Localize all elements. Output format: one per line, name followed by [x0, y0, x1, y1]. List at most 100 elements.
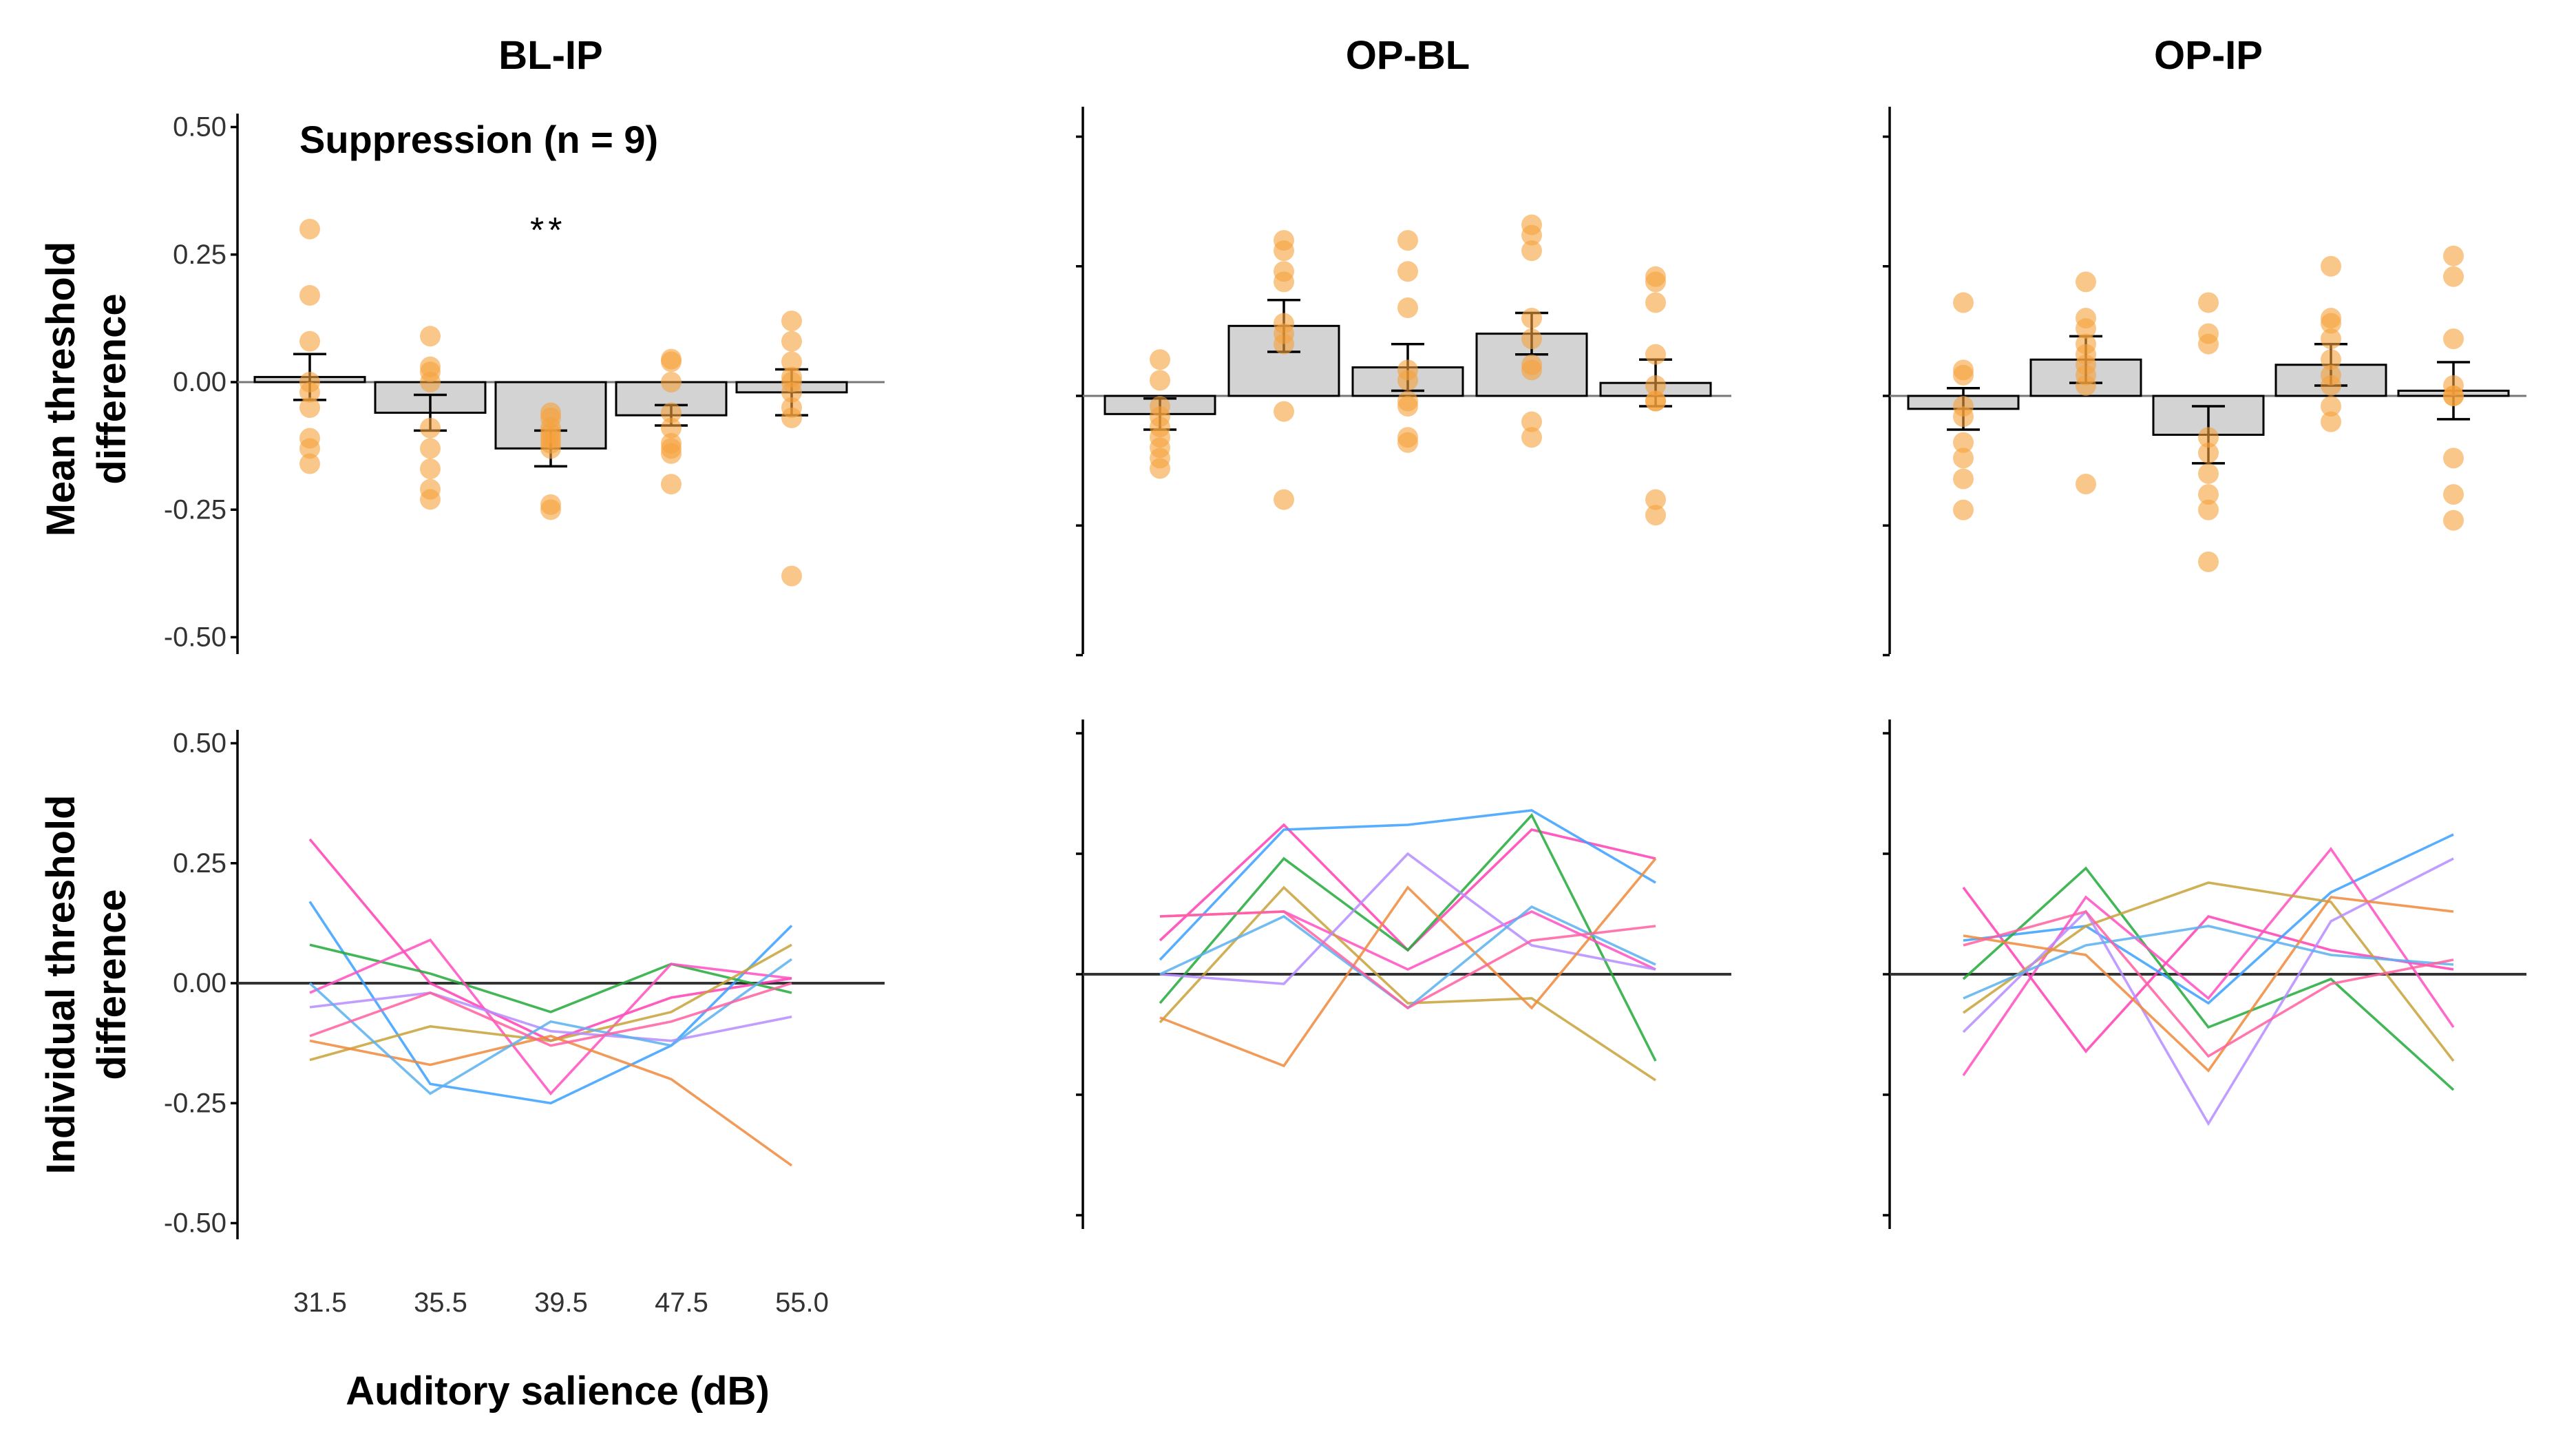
y-tick-label-top: 0.00: [173, 367, 226, 397]
data-point-op-bl-1-6: [1274, 333, 1294, 355]
data-point-op-ip-2-0: [2198, 292, 2219, 313]
y-tick-label-bottom: 0.50: [173, 728, 226, 759]
data-point-op-ip-4-0: [2443, 245, 2464, 266]
y-tick-label-top: -0.50: [164, 622, 226, 653]
y-tick-label-bottom: 0.25: [173, 848, 226, 879]
data-point-op-ip-2-7: [2198, 499, 2219, 521]
data-point-bl-ip-1-7: [420, 489, 441, 510]
data-point-op-bl-0-1: [1150, 370, 1170, 391]
individual-line-op-ip-2: [1962, 866, 2455, 1091]
data-point-bl-ip-0-5: [299, 397, 320, 419]
individual-line-op-ip-5: [1962, 857, 2454, 1126]
data-point-op-ip-4-6: [2443, 448, 2464, 469]
individual-line-op-bl-6: [1159, 857, 1657, 1068]
individual-line-bl-ip-6: [309, 1034, 793, 1167]
data-point-op-ip-0-4: [1953, 406, 1974, 428]
y-axis-label-top-line2: difference: [89, 293, 134, 484]
data-point-op-ip-3-6: [2321, 375, 2341, 396]
data-point-op-ip-2-4: [2198, 442, 2219, 463]
data-point-bl-ip-0-8: [299, 453, 320, 474]
data-point-op-ip-0-6: [1953, 448, 1974, 469]
data-point-op-ip-0-5: [1953, 432, 1974, 453]
data-point-op-bl-3-8: [1521, 427, 1542, 448]
data-point-bl-ip-3-4: [661, 417, 682, 439]
data-point-op-ip-1-8: [2076, 474, 2096, 495]
data-point-bl-ip-4-2: [781, 351, 802, 372]
data-point-bl-ip-3-2: [661, 372, 682, 392]
labels-layer: Suppression (n = 9) ** Mean threshold di…: [39, 118, 770, 1414]
x-tick-label: 47.5: [655, 1288, 708, 1318]
individual-line-op-ip-3: [1962, 847, 2455, 1077]
data-point-bl-ip-1-4: [420, 417, 441, 439]
individual-line-op-ip-7: [1963, 925, 2454, 1000]
data-point-op-ip-1-7: [2076, 375, 2096, 396]
data-point-bl-ip-0-2: [299, 330, 320, 352]
data-point-op-ip-4-5: [2443, 386, 2464, 406]
data-point-bl-ip-3-8: [661, 474, 682, 495]
y-tick-label-bottom: 0.00: [173, 968, 226, 998]
data-point-op-bl-3-1: [1521, 224, 1542, 246]
data-point-bl-ip-1-5: [420, 458, 441, 479]
data-point-op-ip-3-8: [2321, 411, 2341, 432]
data-point-bl-ip-4-5: [781, 381, 802, 403]
individual-line-op-bl-8: [1159, 910, 1656, 1010]
data-point-bl-ip-1-0: [420, 326, 441, 347]
data-point-bl-ip-1-3: [420, 372, 441, 392]
data-point-op-ip-2-6: [2198, 484, 2219, 505]
data-point-op-ip-1-2: [2076, 318, 2096, 339]
y-tick-label-bottom: -0.25: [164, 1088, 226, 1118]
data-point-op-bl-4-3: [1645, 344, 1666, 365]
y-axis-label-top-line1: Mean threshold: [39, 242, 83, 537]
data-point-op-ip-4-8: [2443, 509, 2464, 531]
individual-line-op-ip-1: [1963, 833, 2454, 1005]
y-tick-label-bottom: -0.50: [164, 1208, 226, 1239]
x-axis-label: Auditory salience (dB): [346, 1369, 770, 1414]
data-point-op-bl-3-7: [1521, 411, 1542, 432]
individual-line-bl-ip-2: [309, 943, 792, 1013]
data-point-bl-ip-3-7: [661, 443, 682, 464]
data-point-op-bl-0-0: [1150, 349, 1170, 370]
data-point-op-ip-2-3: [2198, 427, 2219, 448]
individual-line-op-ip-6: [1963, 896, 2454, 1073]
y-tick-label-top: 0.25: [173, 240, 226, 270]
data-point-op-ip-3-3: [2321, 328, 2341, 350]
data-point-bl-ip-4-8: [781, 565, 802, 587]
data-point-op-ip-3-2: [2321, 313, 2341, 334]
individual-line-op-ip-4: [1962, 881, 2455, 1062]
data-point-op-bl-1-3: [1274, 271, 1294, 293]
data-point-op-bl-2-6: [1397, 396, 1418, 417]
data-point-op-ip-0-8: [1953, 499, 1974, 521]
data-point-op-bl-3-2: [1521, 240, 1542, 262]
data-point-bl-ip-2-6: [540, 438, 561, 459]
individual-line-op-ip-8: [1963, 910, 2454, 1058]
data-point-op-ip-4-2: [2443, 328, 2464, 350]
data-point-op-bl-1-1: [1274, 240, 1294, 262]
data-point-bl-ip-3-3: [661, 402, 682, 423]
data-point-op-ip-0-0: [1953, 292, 1974, 313]
data-point-op-bl-3-6: [1521, 359, 1542, 381]
individual-line-bl-ip-1: [308, 901, 793, 1105]
data-point-op-bl-4-2: [1645, 292, 1666, 313]
x-tick-label: 31.5: [293, 1288, 347, 1318]
individual-line-bl-ip-8: [309, 982, 792, 1047]
individual-line-op-bl-5: [1159, 852, 1656, 985]
data-point-op-bl-4-6: [1645, 390, 1666, 412]
data-point-op-bl-1-7: [1274, 401, 1294, 422]
data-point-bl-ip-4-0: [781, 311, 802, 332]
data-point-op-ip-3-7: [2321, 396, 2341, 417]
y-axis-label-bottom-line1: Individual threshold: [39, 795, 83, 1174]
data-point-op-bl-2-2: [1397, 297, 1418, 318]
individual-line-op-bl-4: [1159, 885, 1656, 1082]
panels-layer: BL-IP 0.50 0.25 0.00 -0.25 -0.50 0.50 0.25 0.00 -…: [164, 33, 2526, 1318]
data-point-op-ip-1-0: [2076, 271, 2096, 293]
x-tick-label: 35.5: [414, 1288, 467, 1318]
data-point-op-bl-2-1: [1397, 261, 1418, 282]
y-axis-label-bottom-line2: difference: [89, 889, 134, 1080]
data-point-bl-ip-1-8: [420, 438, 441, 459]
individual-line-bl-ip-5: [309, 991, 792, 1042]
data-point-op-bl-2-8: [1397, 432, 1418, 453]
x-tick-label: 55.0: [775, 1288, 829, 1318]
data-point-bl-ip-4-7: [781, 407, 802, 428]
data-point-op-ip-2-8: [2198, 551, 2219, 572]
